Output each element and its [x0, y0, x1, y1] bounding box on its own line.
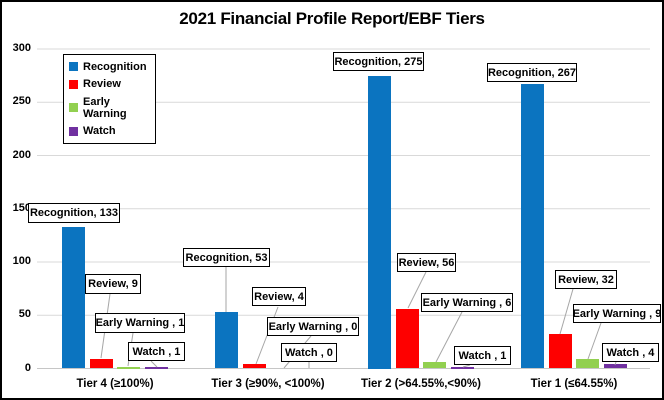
legend-label-early-warning: Early Warning — [83, 95, 127, 120]
bar-recognition-tier-1 — [521, 84, 544, 369]
chart-title: 2021 Financial Profile Report/EBF Tiers — [179, 9, 485, 28]
bar-early-warning-tier-2 — [423, 362, 446, 369]
legend-item-review: Review — [69, 78, 155, 90]
data-label-recognition-tier-3: Recognition, 53 — [183, 248, 270, 267]
y-tick-label-150: 150 — [12, 201, 31, 214]
data-label-early-warning-tier-1: Early Warning , 9 — [573, 304, 661, 323]
legend-swatch-recognition — [69, 62, 78, 72]
legend-swatch-review — [69, 79, 78, 89]
bar-review-tier-4 — [90, 358, 113, 369]
legend-item-watch: Watch — [69, 125, 155, 137]
leader-line — [559, 288, 574, 335]
data-label-watch-tier-1: Watch , 4 — [602, 343, 659, 362]
data-label-recognition-tier-1: Recognition, 267 — [487, 63, 577, 82]
legend-label-recognition: Recognition — [83, 60, 147, 73]
bar-watch-tier-1 — [604, 364, 627, 369]
bar-early-warning-tier-1 — [576, 358, 599, 369]
data-label-early-warning-tier-2: Early Warning , 6 — [421, 293, 513, 312]
data-label-watch-tier-3: Watch , 0 — [281, 343, 337, 362]
leader-line — [587, 322, 602, 360]
data-label-review-tier-4: Review, 9 — [85, 274, 141, 294]
bar-review-tier-3 — [243, 364, 266, 369]
data-label-review-tier-1: Review, 32 — [555, 270, 617, 289]
bar-watch-tier-2 — [451, 366, 474, 369]
data-label-review-tier-2: Review, 56 — [397, 253, 456, 272]
bar-early-warning-tier-4 — [117, 366, 140, 369]
legend-item-recognition: Recognition — [69, 61, 155, 73]
data-label-early-warning-tier-3: Early Warning , 0 — [267, 317, 359, 336]
legend-item-early-warning: Early Warning — [69, 96, 155, 120]
x-category-label-tier-2: Tier 2 (>64.55%,<90%) — [361, 378, 481, 390]
legend-swatch-early-warning — [69, 103, 78, 113]
x-category-label-tier-1: Tier 1 (≤64.55%) — [530, 378, 618, 390]
data-label-recognition-tier-4: Recognition, 133 — [28, 203, 120, 223]
x-category-label-tier-4: Tier 4 (≥100%) — [76, 378, 154, 390]
bar-watch-tier-4 — [145, 366, 168, 369]
data-label-watch-tier-2: Watch , 1 — [454, 346, 511, 365]
legend-label-review: Review — [83, 78, 121, 91]
bar-recognition-tier-4 — [62, 226, 85, 369]
data-label-watch-tier-4: Watch , 1 — [128, 342, 185, 361]
y-tick-label-200: 200 — [12, 148, 31, 161]
x-category-label-tier-3: Tier 3 (≥90%, <100%) — [211, 378, 325, 390]
bar-recognition-tier-2 — [368, 75, 391, 369]
y-tick-label-0: 0 — [24, 361, 31, 374]
y-tick-label-300: 300 — [12, 42, 31, 54]
bar-recognition-tier-3 — [215, 312, 238, 369]
y-tick-label-250: 250 — [12, 95, 31, 108]
data-label-early-warning-tier-4: Early Warning , 1 — [95, 313, 185, 333]
legend-label-watch: Watch — [83, 125, 116, 138]
y-tick-label-50: 50 — [18, 308, 31, 321]
bar-review-tier-1 — [549, 334, 572, 369]
data-label-recognition-tier-2: Recognition, 275 — [333, 52, 424, 71]
y-tick-label-100: 100 — [12, 255, 31, 267]
data-label-review-tier-3: Review, 4 — [252, 287, 306, 306]
legend: Recognition Review Early Warning Watch — [63, 54, 156, 144]
legend-swatch-watch — [69, 126, 78, 136]
bar-review-tier-2 — [396, 308, 419, 369]
